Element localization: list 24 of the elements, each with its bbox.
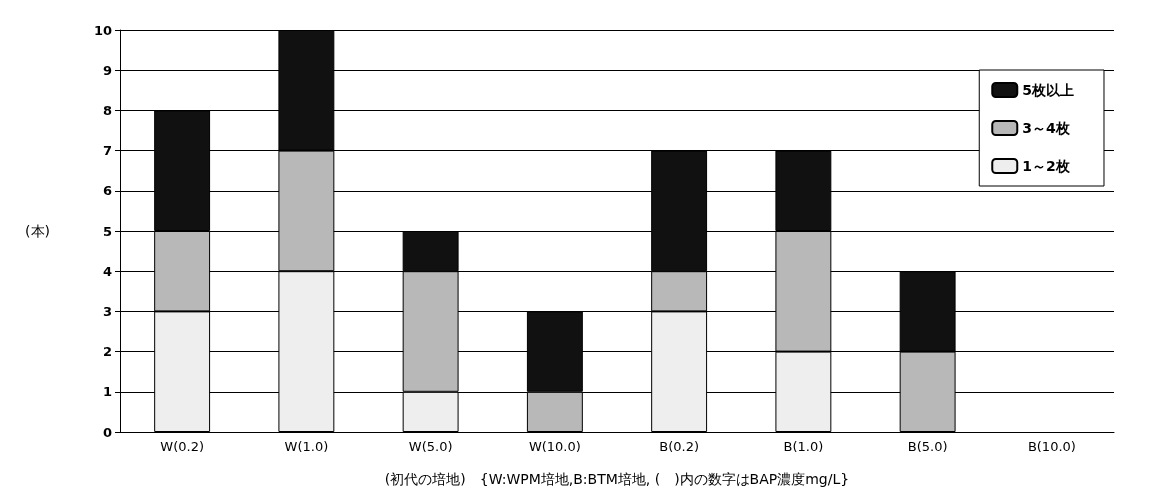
legend-label: 5枚以上 (1022, 82, 1075, 98)
y-tick-label: 6 (102, 183, 112, 199)
x-tick-label: W(10.0) (528, 439, 581, 454)
y-tick-label: 4 (102, 263, 112, 279)
y-tick-label: 1 (102, 384, 112, 400)
x-tick-label: B(0.2) (659, 439, 699, 454)
y-tick-label: 8 (102, 102, 112, 118)
x-tick-label: B(1.0) (783, 439, 824, 454)
y-tick-label: 7 (102, 143, 112, 159)
y-axis-title: (本) (25, 223, 50, 239)
x-tick-label: W(1.0) (284, 439, 329, 454)
x-tick-label: W(0.2) (160, 439, 204, 454)
x-tick-label: B(5.0) (907, 439, 948, 454)
y-tick-label: 5 (102, 223, 112, 239)
y-tick-label: 10 (93, 22, 112, 38)
legend-label: 3～4枚 (1022, 120, 1071, 136)
legend-label: 1～2枚 (1022, 158, 1071, 174)
x-tick-label: W(5.0) (408, 439, 453, 454)
y-tick-label: 9 (102, 62, 112, 78)
y-tick-label: 2 (102, 344, 112, 360)
x-tick-label: B(10.0) (1027, 439, 1076, 454)
x-axis-title: (初代の培地) {W:WPM培地,B:BTM培地, ( )内の数字はBAP濃度mg/L} (384, 471, 850, 487)
y-tick-label: 3 (102, 303, 112, 319)
y-tick-label: 0 (102, 424, 112, 440)
